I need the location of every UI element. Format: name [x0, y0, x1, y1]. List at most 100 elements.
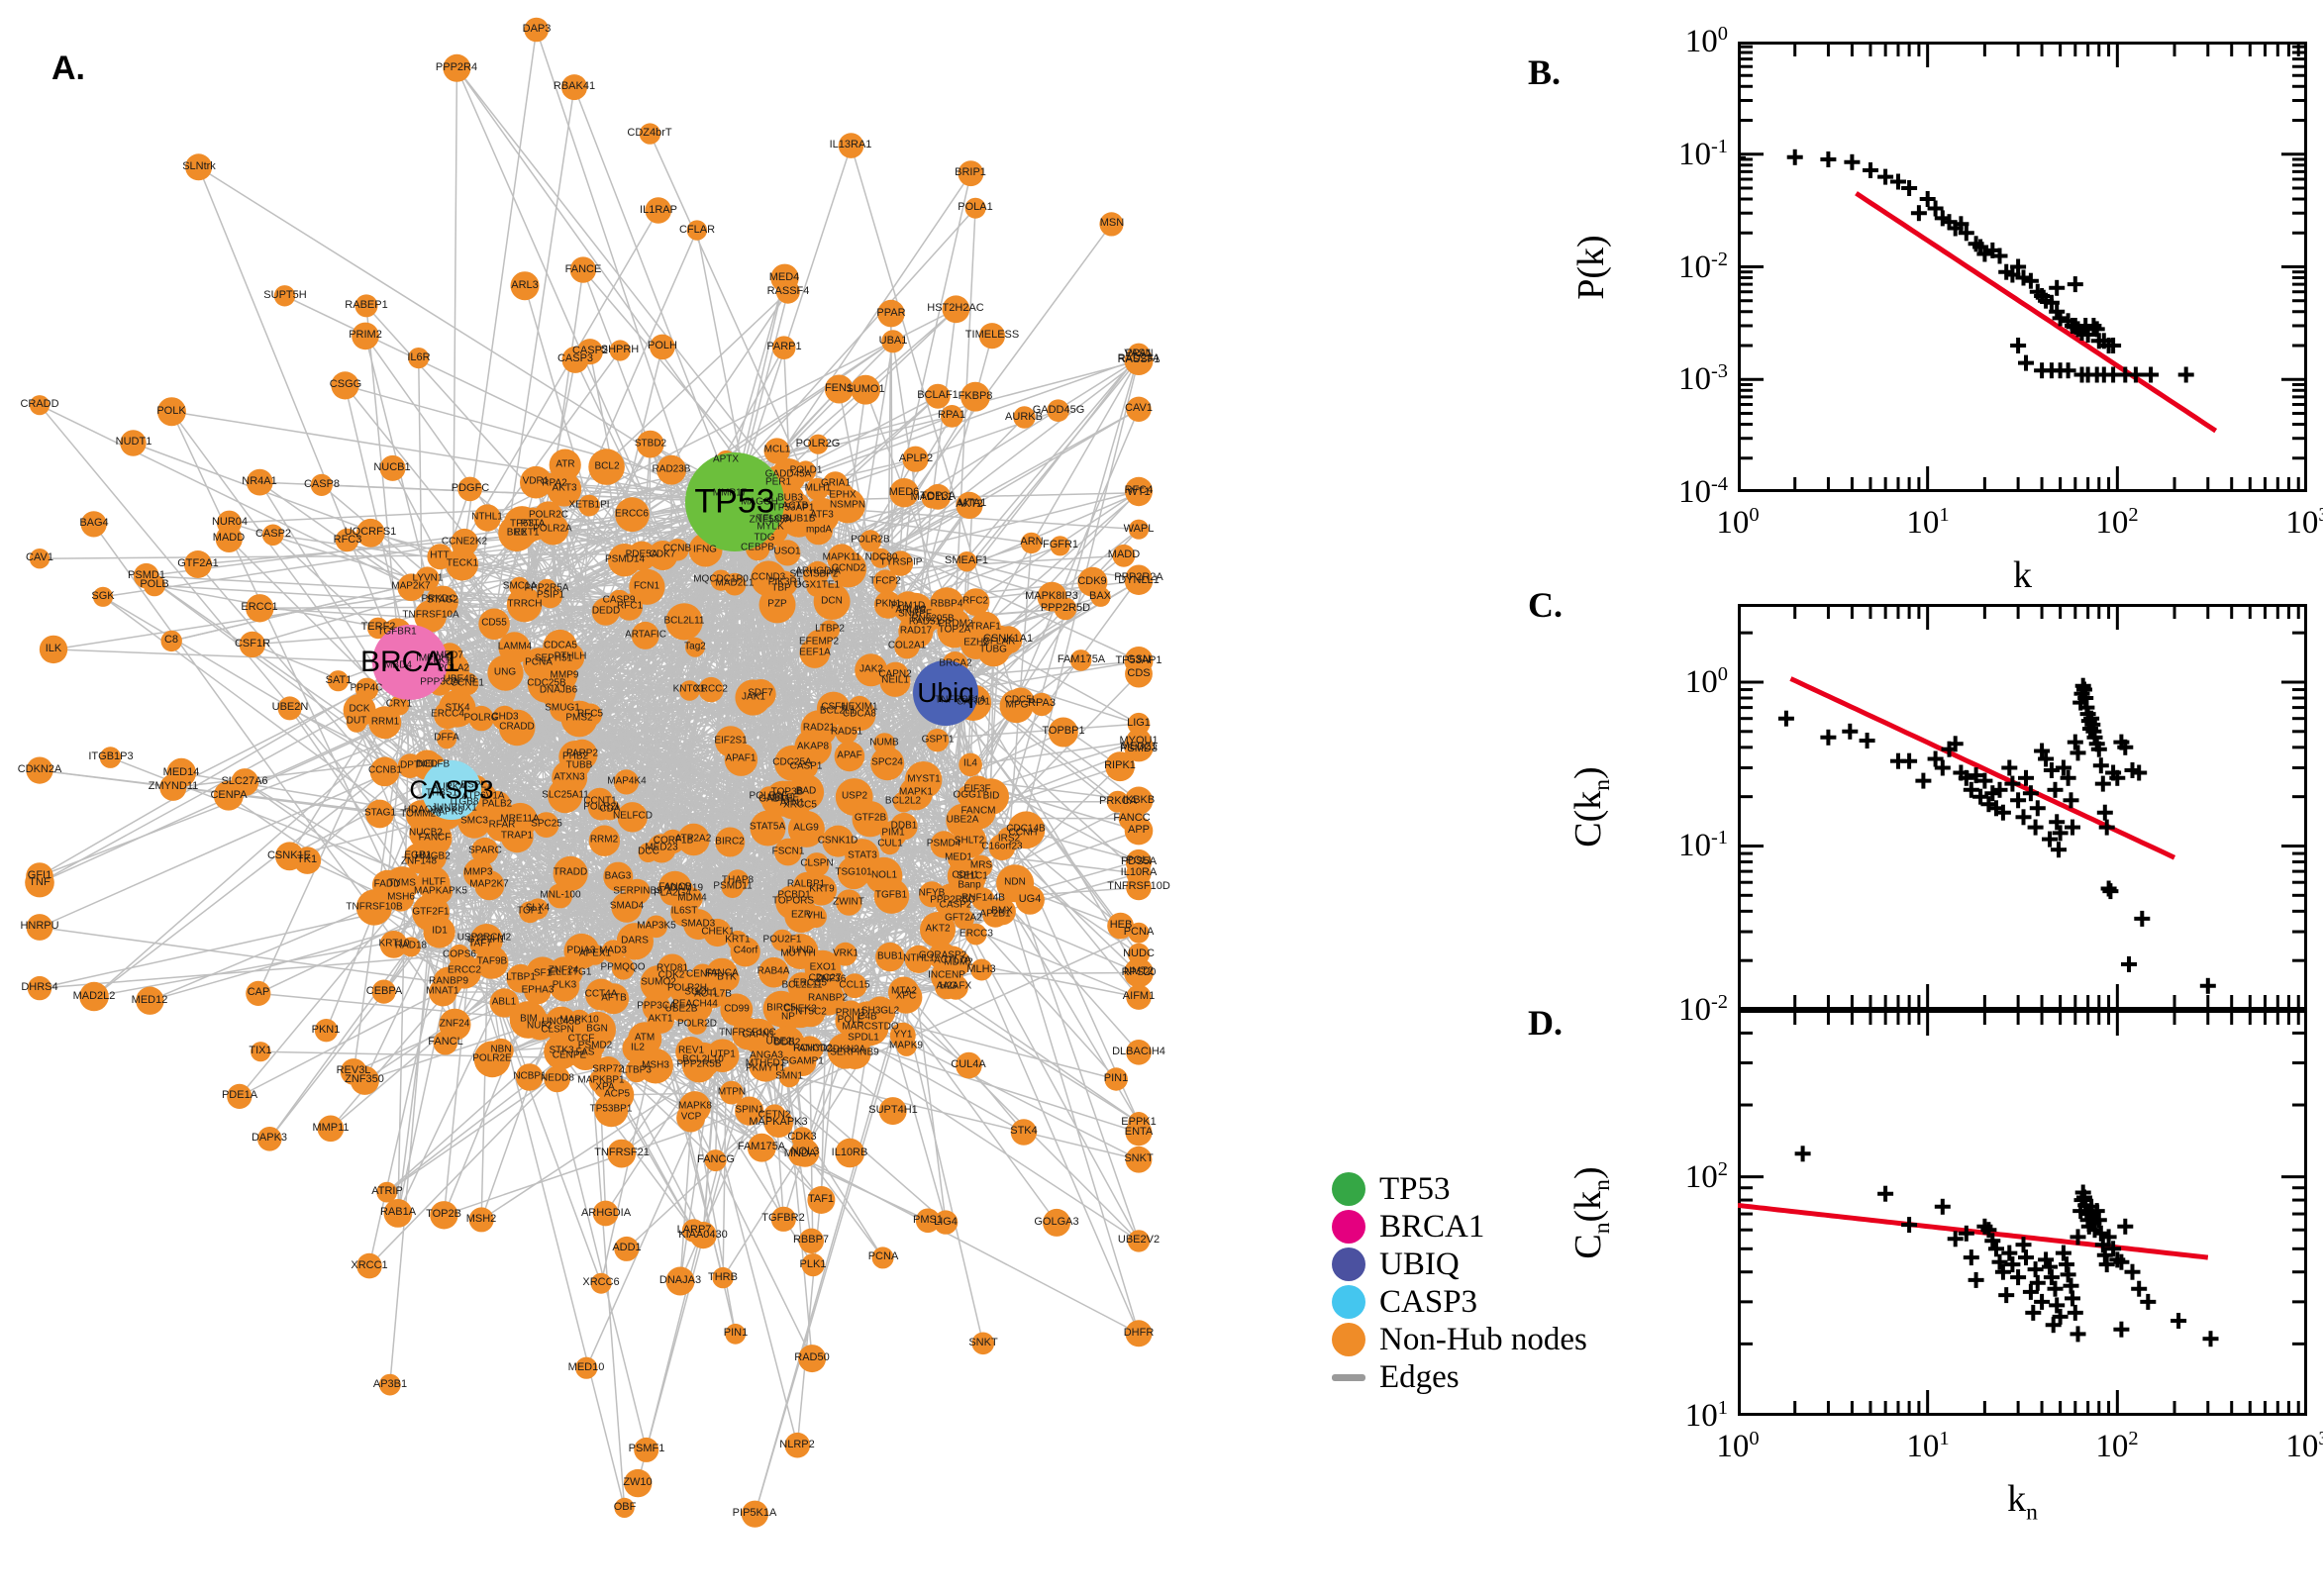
network-node[interactable]	[747, 1133, 776, 1162]
network-node[interactable]	[578, 703, 603, 727]
network-node[interactable]	[588, 825, 621, 856]
network-node[interactable]	[79, 981, 109, 1012]
network-node[interactable]	[1010, 1119, 1038, 1146]
network-node[interactable]	[527, 898, 549, 920]
network-node[interactable]	[775, 780, 800, 806]
network-node[interactable]	[813, 583, 851, 620]
network-node[interactable]	[592, 1200, 619, 1227]
network-node[interactable]	[614, 1236, 640, 1261]
network-node[interactable]	[853, 1028, 874, 1049]
network-node[interactable]	[771, 929, 793, 951]
network-node[interactable]	[489, 988, 519, 1018]
network-node[interactable]	[1128, 943, 1150, 965]
network-node[interactable]	[940, 890, 970, 922]
network-node[interactable]	[601, 940, 625, 963]
network-node[interactable]	[665, 603, 703, 641]
network-node[interactable]	[1124, 476, 1154, 505]
network-node[interactable]	[1124, 732, 1154, 762]
network-node[interactable]	[1106, 790, 1129, 813]
network-node[interactable]	[690, 963, 715, 988]
network-node[interactable]	[607, 1139, 637, 1168]
network-node[interactable]	[383, 1199, 413, 1228]
network-node[interactable]	[1126, 1040, 1152, 1065]
network-node[interactable]	[578, 494, 600, 517]
network-node[interactable]	[704, 1149, 727, 1172]
network-node[interactable]	[612, 956, 635, 980]
network-node[interactable]	[1104, 1067, 1128, 1091]
network-node[interactable]	[871, 1247, 894, 1269]
network-node[interactable]	[675, 1037, 707, 1067]
network-node[interactable]	[446, 548, 478, 581]
network-node[interactable]	[879, 834, 900, 855]
network-node[interactable]	[1077, 566, 1108, 597]
network-node[interactable]	[881, 330, 905, 353]
network-node[interactable]	[469, 935, 490, 955]
network-node[interactable]	[261, 524, 284, 547]
network-graph[interactable]	[0, 0, 1446, 1596]
network-node[interactable]	[598, 983, 630, 1015]
network-node[interactable]	[343, 693, 376, 727]
network-node[interactable]	[29, 549, 50, 569]
network-node[interactable]	[1128, 922, 1150, 944]
network-node[interactable]	[919, 881, 946, 908]
network-node[interactable]	[26, 756, 53, 784]
network-node[interactable]	[859, 530, 881, 552]
network-node[interactable]	[430, 1201, 458, 1230]
network-node[interactable]	[678, 1091, 711, 1124]
network-node[interactable]	[433, 1030, 458, 1055]
network-node[interactable]	[956, 1051, 982, 1079]
network-node[interactable]	[251, 1042, 271, 1062]
network-node[interactable]	[408, 348, 430, 369]
network-node[interactable]	[584, 1036, 606, 1056]
network-node[interactable]	[988, 897, 1016, 926]
network-node[interactable]	[1126, 396, 1152, 422]
network-node[interactable]	[843, 698, 876, 732]
network-node[interactable]	[715, 827, 746, 857]
network-node[interactable]	[879, 665, 911, 697]
network-node[interactable]	[561, 74, 587, 101]
network-node[interactable]	[160, 630, 182, 652]
network-node[interactable]	[1047, 399, 1069, 423]
network-node[interactable]	[1128, 519, 1150, 540]
network-node[interactable]	[434, 701, 461, 730]
network-node[interactable]	[1124, 347, 1154, 375]
network-node[interactable]	[510, 271, 540, 301]
network-node[interactable]	[429, 978, 457, 1007]
network-node[interactable]	[798, 1345, 827, 1373]
network-node[interactable]	[533, 812, 559, 838]
network-node[interactable]	[447, 954, 482, 989]
network-node[interactable]	[365, 799, 394, 829]
network-node[interactable]	[645, 197, 672, 224]
network-node[interactable]	[720, 993, 754, 1027]
network-node[interactable]	[636, 430, 664, 458]
network-node[interactable]	[615, 593, 644, 621]
network-node[interactable]	[506, 963, 536, 993]
network-node[interactable]	[1105, 751, 1135, 782]
network-node[interactable]	[524, 17, 549, 43]
network-node[interactable]	[550, 695, 576, 722]
network-node[interactable]	[502, 802, 538, 838]
network-node[interactable]	[1125, 1146, 1153, 1173]
network-node[interactable]	[1124, 647, 1154, 675]
network-node[interactable]	[331, 371, 359, 400]
network-node[interactable]	[719, 1080, 744, 1105]
network-node[interactable]	[371, 979, 396, 1004]
network-node[interactable]	[698, 676, 724, 703]
network-node[interactable]	[964, 923, 987, 946]
network-node[interactable]	[629, 568, 665, 605]
network-node[interactable]	[368, 706, 402, 740]
network-node[interactable]	[763, 438, 790, 464]
network-node[interactable]	[656, 454, 686, 485]
network-node[interactable]	[156, 397, 186, 427]
network-node[interactable]	[588, 449, 625, 485]
network-node[interactable]	[478, 608, 510, 641]
network-node[interactable]	[498, 709, 536, 747]
network-node[interactable]	[877, 299, 905, 328]
network-node[interactable]	[957, 551, 977, 572]
network-node[interactable]	[769, 1026, 805, 1061]
network-node[interactable]	[427, 544, 454, 570]
network-node[interactable]	[925, 729, 950, 752]
network-node[interactable]	[379, 454, 406, 481]
network-node[interactable]	[712, 1266, 734, 1289]
network-node[interactable]	[730, 937, 760, 967]
